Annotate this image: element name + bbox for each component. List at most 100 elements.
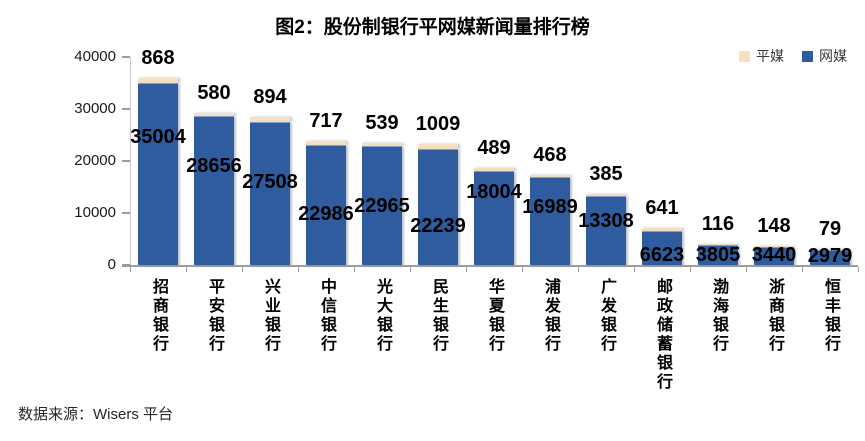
print-media-value-label: 116	[701, 213, 735, 235]
bar-segment-online-media	[530, 177, 570, 265]
legend-label-online-media: 网媒	[819, 48, 847, 64]
bar-segment-online-media	[586, 196, 626, 265]
bar-segment-print-media	[194, 113, 234, 116]
bar-segment-print-media	[586, 194, 626, 196]
x-tick-mark	[522, 267, 523, 272]
online-media-value-label: 18004	[466, 181, 522, 203]
print-media-value-label: 489	[477, 137, 511, 159]
bar-segment-print-media	[754, 246, 794, 247]
y-tick-label: 40000	[74, 48, 116, 65]
bar-segment-online-media	[642, 231, 682, 265]
category-label: 华夏银行	[486, 278, 503, 354]
online-media-value-label: 2979	[807, 245, 853, 267]
online-media-value-label: 22965	[354, 195, 410, 217]
category-label: 中信银行	[318, 278, 335, 354]
bar-segment-online-media	[362, 146, 402, 265]
category-label: 浙商银行	[766, 278, 783, 354]
online-media-value-label: 28656	[186, 155, 242, 177]
bar-segment-online-media	[698, 245, 738, 265]
category-label: 光大银行	[374, 278, 391, 354]
x-tick-mark	[130, 267, 131, 272]
bar-segment-print-media	[530, 175, 570, 177]
legend: 平媒 网媒	[739, 46, 847, 66]
category-label: 平安银行	[206, 278, 223, 354]
print-media-value-label: 385	[589, 163, 623, 185]
category-label: 招商银行	[150, 278, 167, 354]
bar-segment-online-media	[138, 83, 178, 265]
print-media-value-label: 868	[141, 47, 175, 69]
y-tick-mark	[122, 212, 130, 214]
category-label: 兴业银行	[262, 278, 279, 354]
x-tick-mark	[410, 267, 411, 272]
category-label: 恒丰银行	[822, 278, 839, 354]
y-tick-label: 0	[107, 256, 116, 273]
x-tick-mark	[186, 267, 187, 272]
x-tick-mark	[242, 267, 243, 272]
online-media-value-label: 35004	[130, 126, 186, 148]
category-label: 民生银行	[430, 278, 447, 354]
x-tick-mark	[690, 267, 691, 272]
bar-segment-online-media	[418, 149, 458, 265]
y-axis-line	[130, 57, 131, 265]
print-media-swatch	[739, 50, 750, 62]
online-media-value-label: 22239	[410, 215, 466, 237]
data-source: 数据来源：Wisers 平台	[18, 406, 173, 423]
print-media-value-label: 717	[309, 110, 343, 132]
y-tick-label: 10000	[74, 204, 116, 221]
online-media-value-label: 27508	[242, 171, 298, 193]
online-media-swatch	[802, 50, 813, 62]
online-media-value-label: 6623	[639, 244, 685, 266]
category-label: 邮政储蓄银行	[654, 278, 671, 392]
online-media-value-label: 22986	[298, 203, 354, 225]
y-tick-label: 20000	[74, 152, 116, 169]
bar-segment-print-media	[474, 168, 514, 171]
bar-segment-online-media	[810, 250, 850, 265]
x-tick-mark	[354, 267, 355, 272]
bar-segment-online-media	[250, 122, 290, 265]
x-tick-mark	[298, 267, 299, 272]
bar-segment-print-media	[138, 78, 178, 83]
y-tick-mark	[122, 56, 130, 58]
bar-segment-print-media	[418, 144, 458, 149]
online-media-value-label: 3805	[695, 244, 741, 266]
x-tick-mark	[578, 267, 579, 272]
online-media-value-label: 3440	[751, 244, 797, 266]
bar-segment-print-media	[306, 141, 346, 145]
category-label: 广发银行	[598, 278, 615, 354]
bar-segment-print-media	[362, 143, 402, 146]
category-label: 渤海银行	[710, 278, 727, 354]
bar-segment-online-media	[474, 171, 514, 265]
print-media-value-label: 79	[818, 218, 842, 240]
category-label: 浦发银行	[542, 278, 559, 354]
chart-title: 图2：股份制银行平网媒新闻量排行榜	[275, 17, 590, 38]
bar-segment-print-media	[250, 117, 290, 122]
x-tick-mark	[634, 267, 635, 272]
x-tick-mark	[746, 267, 747, 272]
print-media-value-label: 1009	[415, 113, 461, 135]
x-tick-mark	[802, 267, 803, 272]
y-tick-mark	[122, 264, 130, 266]
x-tick-mark	[858, 267, 859, 272]
bar-segment-print-media	[642, 228, 682, 231]
print-media-value-label: 148	[757, 215, 791, 237]
legend-item-print-media: 平媒	[739, 46, 784, 66]
bar-segment-online-media	[194, 116, 234, 265]
bar-segment-print-media	[810, 249, 850, 250]
print-media-value-label: 580	[197, 82, 231, 104]
online-media-value-label: 16989	[522, 196, 578, 218]
print-media-value-label: 468	[533, 144, 567, 166]
online-media-value-label: 13308	[578, 210, 634, 232]
print-media-value-label: 641	[645, 197, 679, 219]
y-tick-mark	[122, 108, 130, 110]
bar-segment-print-media	[698, 244, 738, 245]
bar-segment-online-media	[306, 145, 346, 265]
print-media-value-label: 894	[253, 86, 287, 108]
x-tick-mark	[466, 267, 467, 272]
print-media-value-label: 539	[365, 112, 399, 134]
legend-item-online-media: 网媒	[802, 46, 847, 66]
bar-segment-online-media	[754, 247, 794, 265]
legend-label-print-media: 平媒	[756, 48, 784, 64]
x-axis-line	[122, 265, 858, 267]
